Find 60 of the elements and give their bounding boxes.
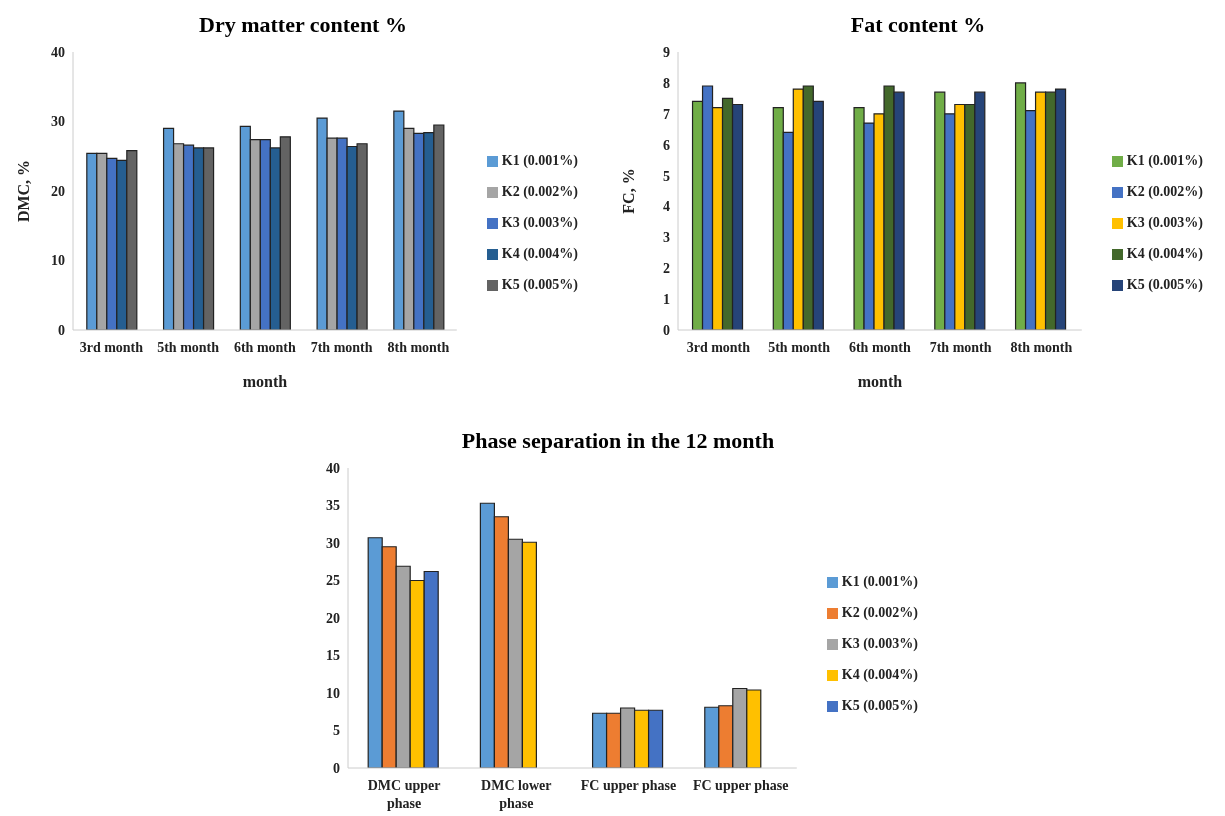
- x-tick-label: FC upper phase: [692, 778, 789, 793]
- legend-label: K3 (0.003%): [1126, 214, 1203, 230]
- y-tick-label: 20: [326, 610, 340, 626]
- y-tick-label: 8: [663, 75, 670, 91]
- x-tick-label: 7th month: [929, 340, 992, 355]
- y-tick-label: 2: [663, 261, 670, 277]
- y-tick-label: 6: [663, 137, 670, 153]
- legend-label: K2 (0.002%): [841, 604, 918, 620]
- legend-label: K2 (0.002%): [1126, 183, 1203, 199]
- y-tick-label: 40: [51, 44, 65, 60]
- chart-title: Fat content %: [849, 12, 987, 39]
- x-tick-label: FC upper phase: [580, 778, 677, 793]
- y-tick-label: 7: [663, 106, 670, 122]
- legend-label: K1 (0.001%): [1126, 152, 1203, 168]
- x-tick-label: 3rd month: [79, 340, 144, 355]
- legend-label: K5 (0.005%): [501, 276, 578, 292]
- legend-label: K1 (0.001%): [501, 152, 578, 168]
- y-tick-label: 0: [58, 322, 65, 338]
- y-tick-label: 10: [51, 253, 65, 269]
- x-tick-label: 6th month: [233, 340, 297, 355]
- y-tick-label: 15: [326, 648, 340, 664]
- legend-label: K4 (0.004%): [841, 666, 918, 682]
- y-axis-title: DMC, %: [14, 159, 32, 223]
- x-tick-label: 5th month: [157, 340, 220, 355]
- chart-title: Phase separation in the 12 month: [460, 428, 776, 455]
- x-axis-title: month: [857, 373, 903, 390]
- legend-label: K5 (0.005%): [841, 697, 918, 713]
- y-tick-label: 40: [326, 460, 340, 476]
- y-tick-label: 10: [326, 685, 340, 701]
- x-tick-label: DMC lower phase: [481, 778, 552, 811]
- y-tick-label: 35: [326, 498, 340, 514]
- legend-label: K1 (0.001%): [841, 573, 918, 589]
- legend-label: K4 (0.004%): [1126, 245, 1203, 261]
- chart-title: Dry matter content %: [198, 12, 408, 39]
- legend-label: K3 (0.003%): [841, 635, 918, 651]
- legend-label: K2 (0.002%): [501, 183, 578, 199]
- legend-label: K5 (0.005%): [1126, 276, 1203, 292]
- y-tick-label: 4: [663, 199, 670, 215]
- y-tick-label: 30: [326, 535, 340, 551]
- x-tick-label: 8th month: [387, 340, 450, 355]
- x-tick-label: 5th month: [768, 340, 831, 355]
- legend-label: K4 (0.004%): [501, 245, 578, 261]
- y-tick-label: 3: [663, 230, 670, 246]
- y-tick-label: 30: [51, 114, 65, 130]
- y-axis-title: FC, %: [619, 168, 637, 214]
- x-tick-label: 6th month: [848, 340, 912, 355]
- y-tick-label: 5: [663, 168, 670, 184]
- legend-label: K3 (0.003%): [501, 214, 578, 230]
- x-tick-label: 8th month: [1010, 340, 1073, 355]
- y-tick-label: 25: [326, 573, 340, 589]
- x-tick-label: 7th month: [310, 340, 373, 355]
- y-tick-label: 0: [333, 760, 340, 776]
- y-tick-label: 20: [51, 183, 65, 199]
- x-tick-label: 3rd month: [686, 340, 751, 355]
- y-tick-label: 0: [663, 322, 670, 338]
- x-axis-title: month: [242, 373, 288, 390]
- y-tick-label: 5: [333, 723, 340, 739]
- x-tick-label: DMC upper phase: [367, 778, 441, 811]
- y-tick-label: 1: [663, 292, 670, 308]
- y-tick-label: 9: [663, 44, 670, 60]
